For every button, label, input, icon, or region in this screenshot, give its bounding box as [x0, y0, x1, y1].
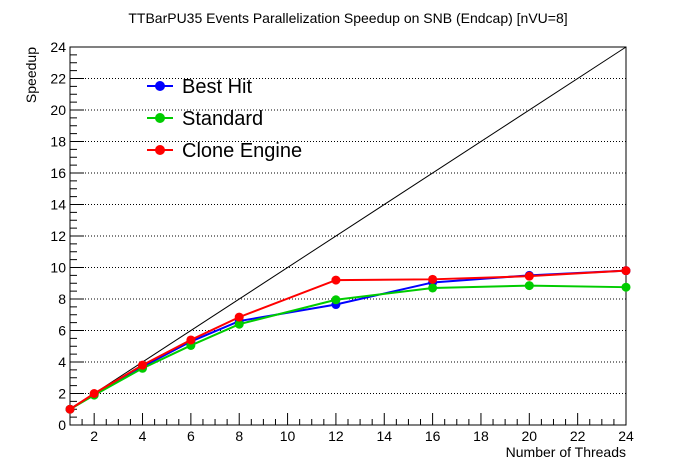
y-tick-label: 4 — [58, 354, 66, 370]
data-point-standard — [524, 281, 534, 291]
x-tick-label: 4 — [139, 428, 147, 444]
data-point-standard — [331, 295, 341, 305]
x-tick-label: 20 — [522, 428, 538, 444]
y-tick-label: 14 — [50, 197, 66, 213]
series-clone-engine — [65, 266, 631, 414]
x-tick-label: 18 — [473, 428, 489, 444]
reference-line — [69, 46, 627, 410]
data-point-clone-engine — [234, 312, 244, 322]
data-point-standard — [621, 282, 631, 292]
data-point-standard — [428, 283, 438, 293]
data-point-clone-engine — [428, 274, 438, 284]
chart-title: TTBarPU35 Events Parallelization Speedup… — [128, 10, 567, 26]
x-axis-title: Number of Threads — [506, 444, 626, 460]
legend-item-standard: Standard — [147, 108, 263, 130]
ideal-speedup-line — [69, 46, 627, 410]
legend-swatch-marker — [155, 145, 165, 155]
legend: Best Hit Standard Clone Engine — [147, 76, 302, 162]
data-point-clone-engine — [138, 360, 148, 370]
x-tick-label: 22 — [570, 428, 586, 444]
y-tick-label: 0 — [58, 417, 66, 433]
data-point-clone-engine — [331, 275, 341, 285]
legend-label: Clone Engine — [182, 140, 302, 162]
y-tick-label: 22 — [50, 71, 66, 87]
y-tick-label: 24 — [50, 39, 66, 55]
data-point-clone-engine — [621, 266, 631, 276]
data-point-clone-engine — [65, 404, 75, 414]
x-tick-label: 12 — [328, 428, 344, 444]
y-tick-label: 18 — [50, 134, 66, 150]
y-tick-label: 16 — [50, 165, 66, 181]
y-tick-label: 12 — [50, 228, 66, 244]
x-tick-label: 16 — [425, 428, 441, 444]
series — [65, 266, 631, 414]
y-tick-label: 8 — [58, 291, 66, 307]
x-tick-label: 24 — [618, 428, 634, 444]
y-tick-label: 10 — [50, 260, 66, 276]
data-point-clone-engine — [524, 271, 534, 281]
x-tick-label: 2 — [90, 428, 98, 444]
x-tick-label: 10 — [280, 428, 296, 444]
legend-item-clone-engine: Clone Engine — [147, 140, 302, 162]
x-tick-label: 6 — [187, 428, 195, 444]
y-tick-label: 20 — [50, 102, 66, 118]
legend-label: Standard — [182, 108, 263, 130]
legend-label: Best Hit — [182, 76, 252, 98]
data-point-standard — [234, 319, 244, 329]
x-tick-label: 14 — [376, 428, 392, 444]
y-tick-label: 6 — [58, 323, 66, 339]
y-tick-label: 2 — [58, 386, 66, 402]
x-tick-label: 8 — [235, 428, 243, 444]
legend-item-best-hit: Best Hit — [147, 76, 252, 98]
legend-swatch-marker — [155, 113, 165, 123]
data-point-clone-engine — [186, 335, 196, 345]
legend-swatch-marker — [155, 81, 165, 91]
data-point-clone-engine — [89, 389, 99, 398]
y-axis-title: Speedup — [23, 47, 39, 103]
